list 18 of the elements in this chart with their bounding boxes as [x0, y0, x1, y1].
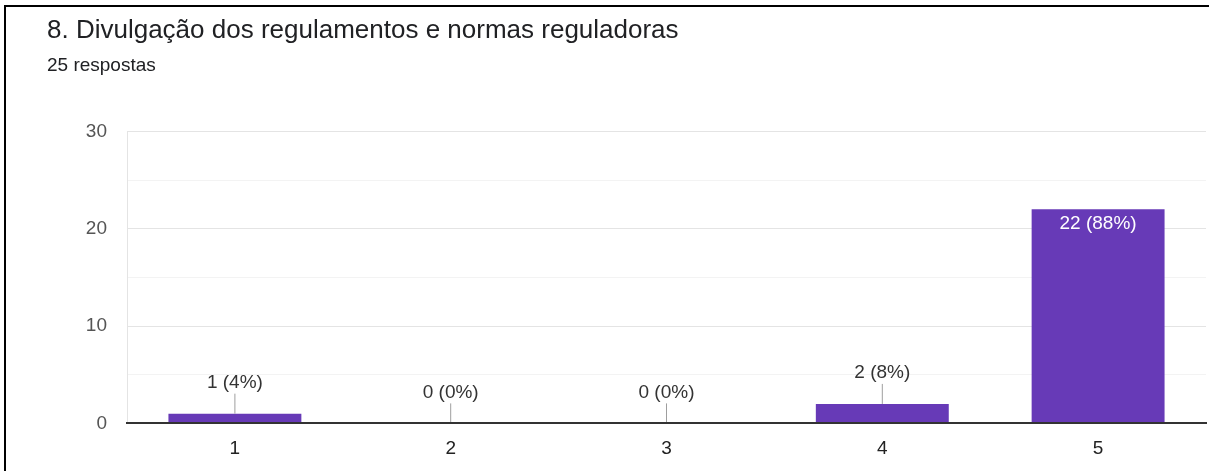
x-tick-label: 1: [229, 437, 241, 459]
y-tick-label: 10: [85, 314, 107, 336]
x-tick-label: 2: [445, 437, 456, 459]
x-tick-label: 5: [1092, 437, 1104, 459]
x-tick-label: 4: [877, 437, 889, 459]
data-label: 22 (88%): [1059, 211, 1137, 233]
y-tick-label: 0: [96, 411, 107, 433]
data-label: 1 (4%): [206, 370, 263, 392]
y-tick-label: 30: [85, 119, 107, 141]
bar: [1031, 209, 1165, 423]
chart-subtitle: 25 respostas: [47, 54, 156, 76]
data-label: 2 (8%): [854, 361, 911, 383]
bar: [815, 403, 949, 423]
x-tick-label: 3: [661, 437, 672, 459]
data-label: 0 (0%): [638, 380, 695, 402]
y-tick-label: 20: [85, 216, 107, 238]
data-label: 0 (0%): [422, 380, 479, 402]
chart-title: 8. Divulgação dos regulamentos e normas reguladoras: [47, 14, 679, 45]
